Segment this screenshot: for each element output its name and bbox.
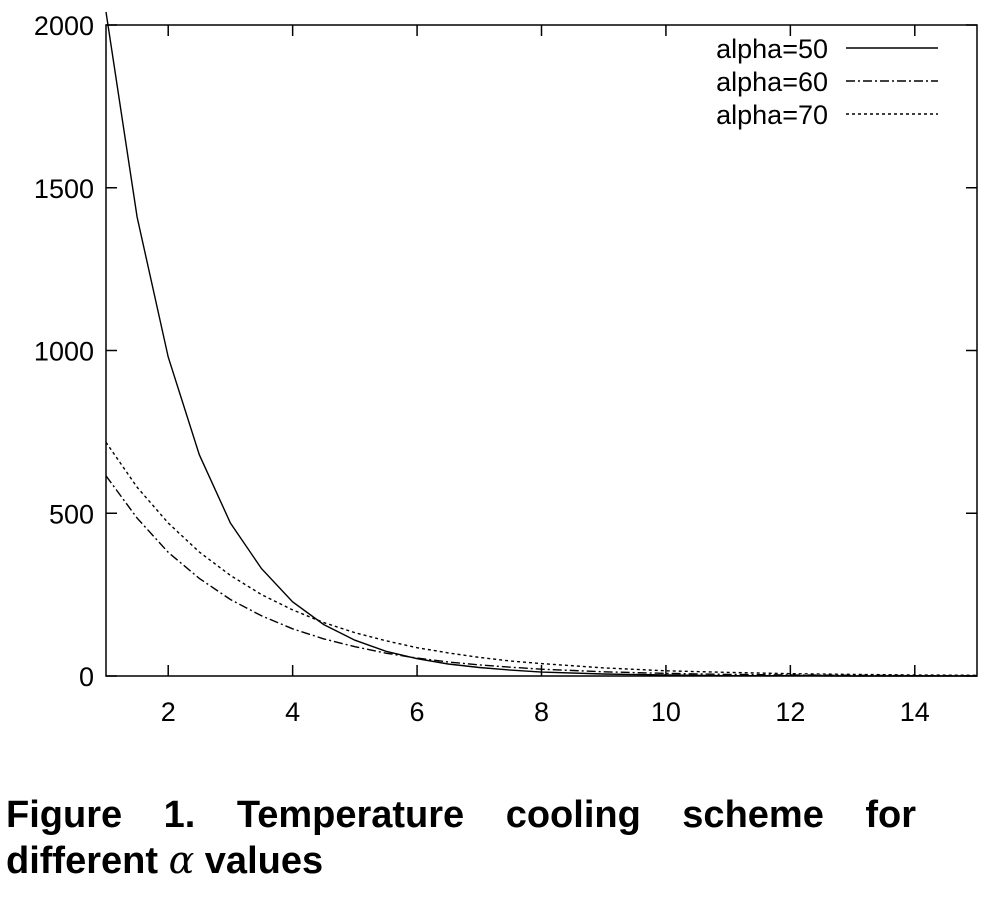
x-tick-label: 2 xyxy=(161,697,176,727)
y-tick-label: 1000 xyxy=(34,337,94,367)
x-tick-label: 12 xyxy=(775,697,805,727)
x-tick-label: 14 xyxy=(900,697,930,727)
y-tick-label: 1500 xyxy=(34,174,94,204)
caption-suffix: values xyxy=(204,840,324,882)
series-line-2 xyxy=(105,475,977,677)
series-line-3 xyxy=(105,441,978,676)
legend-label-3: alpha=70 xyxy=(716,100,828,130)
y-tick-label: 500 xyxy=(49,499,94,529)
caption-prefix: Figure 1. Temperature cooling scheme for… xyxy=(6,794,916,882)
figure-caption: Figure 1. Temperature cooling scheme for… xyxy=(6,793,916,884)
axis-ticks xyxy=(106,24,977,677)
x-tick-labels: 2 4 6 8 10 12 14 xyxy=(161,697,930,727)
y-tick-label: 2000 xyxy=(34,11,94,41)
x-tick-label: 8 xyxy=(534,697,549,727)
series-lines xyxy=(105,11,978,677)
x-tick-label: 6 xyxy=(410,697,425,727)
x-tick-label: 4 xyxy=(285,697,300,727)
plot-frame xyxy=(105,24,978,677)
series-line-1 xyxy=(105,11,977,677)
legend-label-1: alpha=50 xyxy=(716,34,828,64)
x-tick-label: 10 xyxy=(651,697,681,727)
alpha-symbol: α xyxy=(168,838,195,882)
y-tick-labels: 0 500 1000 1500 2000 xyxy=(34,11,94,692)
y-tick-label: 0 xyxy=(79,662,94,692)
legend-label-2: alpha=60 xyxy=(716,67,828,97)
